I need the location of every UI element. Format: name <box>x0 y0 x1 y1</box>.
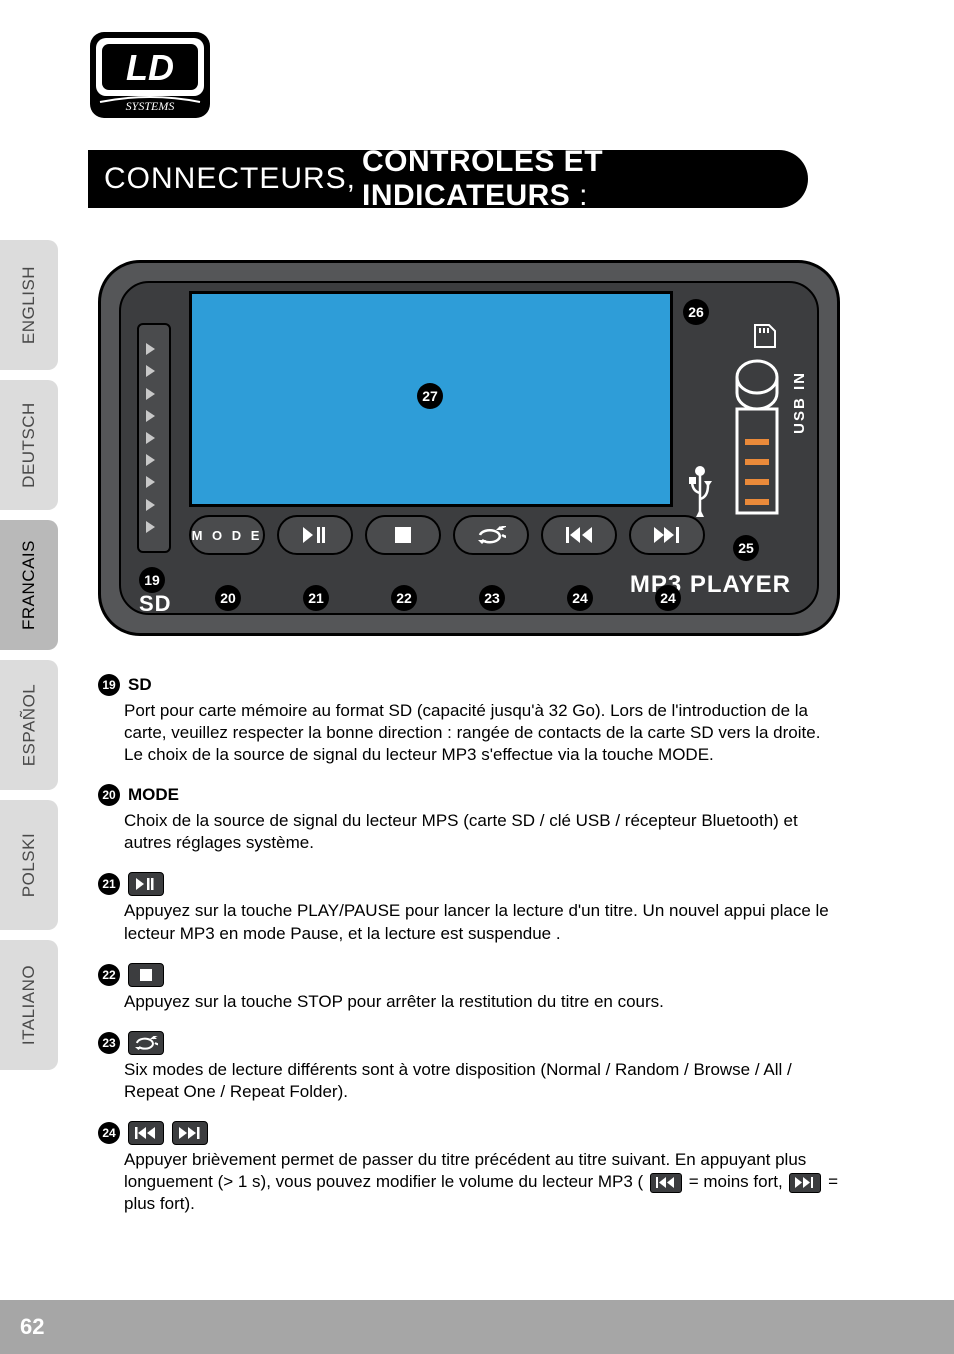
item-23-body: Six modes de lecture différents sont à v… <box>98 1059 842 1103</box>
stop-icon-box <box>128 963 164 987</box>
tab-italiano[interactable]: ITALIANO <box>0 940 58 1070</box>
skip-previous-icon-box <box>128 1121 164 1145</box>
item-19: 19 SD Port pour carte mémoire au format … <box>98 674 842 766</box>
item-20-body: Choix de la source de signal du lecteur … <box>98 810 842 854</box>
mode-button[interactable]: M O D E <box>189 515 265 555</box>
tab-francais[interactable]: FRANCAIS <box>0 520 58 650</box>
tab-english-label: ENGLISH <box>19 266 39 344</box>
sd-card-icon <box>751 323 777 349</box>
tab-deutsch[interactable]: DEUTSCH <box>0 380 58 510</box>
skip-next-icon-box <box>172 1121 208 1145</box>
tab-italiano-label: ITALIANO <box>19 965 39 1045</box>
svg-text:LD: LD <box>126 47 174 88</box>
callout-19: 19 <box>139 567 165 593</box>
item-21-badge: 21 <box>98 873 120 895</box>
item-20-heading: MODE <box>128 785 179 805</box>
panel-inner: 27 26 25 19 SD MP3 PLAYER M O D E 20 21 … <box>119 281 819 615</box>
callout-22: 22 <box>391 585 417 611</box>
ld-systems-logo: LD SYSTEMS <box>88 30 212 120</box>
next-button[interactable] <box>629 515 705 555</box>
svg-text:SYSTEMS: SYSTEMS <box>126 99 175 113</box>
title-light: CONNECTEURS, <box>104 162 356 196</box>
item-23-badge: 23 <box>98 1032 120 1054</box>
repeat-button[interactable] <box>453 515 529 555</box>
item-20-badge: 20 <box>98 784 120 806</box>
callout-27: 27 <box>417 383 443 409</box>
tab-deutsch-label: DEUTSCH <box>19 402 39 488</box>
tab-polski[interactable]: POLSKI <box>0 800 58 930</box>
play-pause-icon <box>303 527 327 543</box>
item-21-body: Appuyez sur la touche PLAY/PAUSE pour la… <box>98 900 842 944</box>
item-20: 20 MODE Choix de la source de signal du … <box>98 784 842 854</box>
callout-24b: 24 <box>655 585 681 611</box>
item-21: 21 Appuyez sur la touche PLAY/PAUSE pour… <box>98 872 842 944</box>
usb-trident-icon <box>687 465 713 517</box>
item-24-body: Appuyer brièvement permet de passer du t… <box>98 1149 842 1215</box>
callout-25: 25 <box>733 535 759 561</box>
title-bold: CONTRÔLES ET INDICATEURS : <box>362 145 808 213</box>
callout-23: 23 <box>479 585 505 611</box>
item-24: 24 Appuyer brièvement permet de passer d… <box>98 1121 842 1215</box>
item-22: 22 Appuyez sur la touche STOP pour arrêt… <box>98 963 842 1013</box>
mp3-player-label: MP3 PLAYER <box>630 571 791 599</box>
tab-espanol-label: ESPAÑOL <box>19 684 39 767</box>
play-pause-button[interactable] <box>277 515 353 555</box>
callout-21: 21 <box>303 585 329 611</box>
section-title-bar: CONNECTEURS, CONTRÔLES ET INDICATEURS : <box>88 150 808 208</box>
mp3-player-panel: 27 26 25 19 SD MP3 PLAYER M O D E 20 21 … <box>98 260 840 636</box>
repeat-icon <box>476 526 506 544</box>
tab-polski-label: POLSKI <box>19 833 39 897</box>
mode-button-label: M O D E <box>192 528 263 543</box>
skip-previous-icon <box>566 527 592 543</box>
tab-espanol[interactable]: ESPAÑOL <box>0 660 58 790</box>
item-19-heading: SD <box>128 675 152 695</box>
description-list: 19 SD Port pour carte mémoire au format … <box>98 674 842 1233</box>
skip-next-icon <box>654 527 680 543</box>
tab-francais-label: FRANCAIS <box>19 540 39 630</box>
sd-card-slot[interactable] <box>137 323 171 553</box>
item-22-badge: 22 <box>98 964 120 986</box>
repeat-icon-box <box>128 1031 164 1055</box>
sd-label: SD <box>139 591 172 617</box>
item-23: 23 Six modes de lecture différents sont … <box>98 1031 842 1103</box>
stop-button[interactable] <box>365 515 441 555</box>
usb-in-label: USB IN <box>791 371 808 434</box>
item-22-body: Appuyez sur la touche STOP pour arrêter … <box>98 991 842 1013</box>
inline-prev-icon <box>650 1173 682 1193</box>
item-24-badge: 24 <box>98 1122 120 1144</box>
callout-24a: 24 <box>567 585 593 611</box>
item-19-badge: 19 <box>98 674 120 696</box>
play-pause-icon-box <box>128 872 164 896</box>
previous-button[interactable] <box>541 515 617 555</box>
stop-icon <box>395 527 411 543</box>
page-footer: 62 <box>0 1300 954 1354</box>
inline-next-icon <box>789 1173 821 1193</box>
usb-port-icon[interactable] <box>725 359 789 517</box>
callout-26: 26 <box>683 299 709 325</box>
language-tabs: ENGLISH DEUTSCH FRANCAIS ESPAÑOL POLSKI … <box>0 240 58 1080</box>
page-number: 62 <box>20 1314 44 1340</box>
tab-english[interactable]: ENGLISH <box>0 240 58 370</box>
item-19-body: Port pour carte mémoire au format SD (ca… <box>98 700 842 766</box>
callout-20: 20 <box>215 585 241 611</box>
